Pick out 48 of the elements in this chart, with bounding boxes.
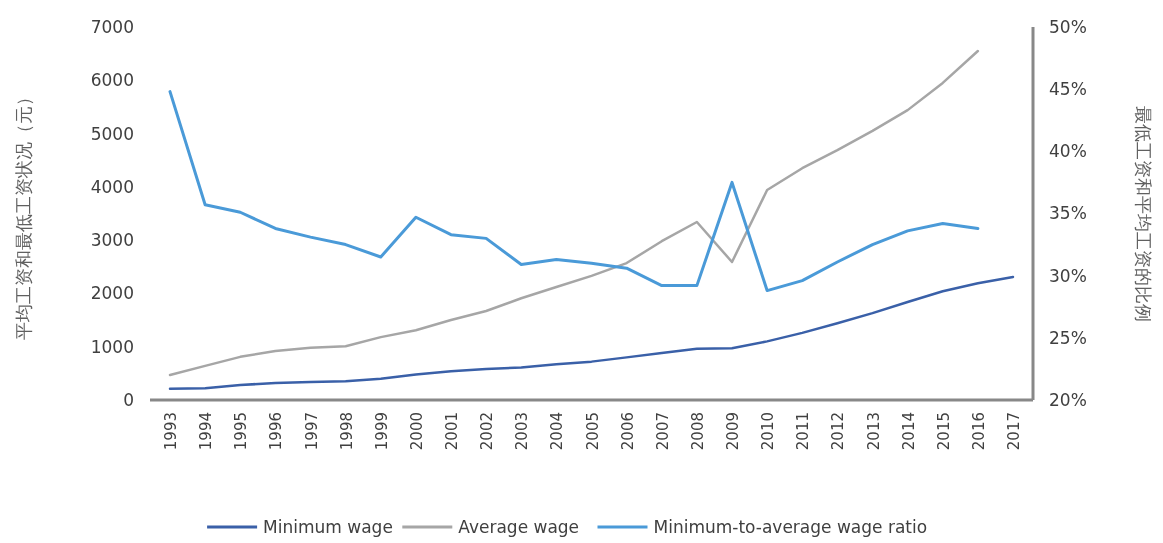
x-tick-label: 2004 (548, 412, 567, 451)
x-tick-label: 2000 (407, 412, 426, 451)
x-tick-label: 2001 (443, 412, 461, 451)
y2-tick-label: 20% (1049, 389, 1087, 410)
x-tick-label: 1999 (372, 412, 391, 451)
x-tick-label: 1996 (267, 412, 286, 451)
legend-label: Average wage (458, 516, 580, 537)
x-tick-label: 2014 (899, 412, 918, 451)
y-tick-label: 3000 (90, 230, 134, 251)
x-tick-label: 2003 (513, 412, 532, 451)
x-tick-label: 2002 (478, 412, 497, 451)
x-tick-label: 1994 (197, 412, 216, 451)
y2-tick-label: 35% (1049, 203, 1087, 224)
y2-tick-label: 30% (1049, 265, 1087, 286)
y-tick-label: 2000 (90, 283, 134, 304)
x-tick-label: 1995 (232, 412, 251, 451)
x-tick-label: 2009 (724, 412, 742, 451)
legend-label: Minimum wage (263, 516, 393, 537)
x-tick-label: 1993 (162, 412, 180, 451)
x-tick-label: 2010 (759, 412, 778, 451)
y2-tick-label: 25% (1049, 327, 1087, 348)
y-tick-label: 4000 (90, 176, 134, 197)
y2-axis-title: 最低工资和平均工资的比例 (1133, 105, 1154, 322)
line-series (168, 90, 980, 293)
x-tick-label: 2012 (829, 412, 848, 451)
x-tick-label: 2017 (1005, 412, 1023, 451)
x-tick-label: 2016 (969, 412, 988, 451)
x-tick-label: 2005 (583, 412, 602, 451)
x-tick-label: 1998 (337, 412, 356, 451)
x-tick-label: 2013 (864, 412, 883, 451)
x-tick-label: 1997 (302, 412, 321, 451)
line-series (168, 49, 980, 377)
y2-tick-label: 40% (1049, 141, 1087, 162)
y-tick-label: 7000 (90, 16, 134, 37)
x-tick-label: 2006 (618, 412, 637, 451)
line-series (168, 275, 1015, 391)
x-tick-label: 2011 (794, 412, 813, 451)
y2-tick-label: 50% (1049, 16, 1087, 37)
x-tick-label: 2015 (934, 412, 953, 451)
y-tick-label: 6000 (90, 70, 134, 91)
y-tick-label: 0 (123, 389, 134, 410)
y2-tick-label: 45% (1049, 79, 1087, 100)
x-tick-label: 2008 (688, 412, 707, 451)
legend-label: Minimum-to-average wage ratio (653, 516, 928, 537)
x-tick-label: 2007 (653, 412, 672, 451)
y-axis-title: 平均工资和最低工资状况（元） (13, 87, 34, 340)
y-tick-label: 1000 (90, 336, 134, 357)
y-tick-label: 5000 (90, 123, 134, 144)
